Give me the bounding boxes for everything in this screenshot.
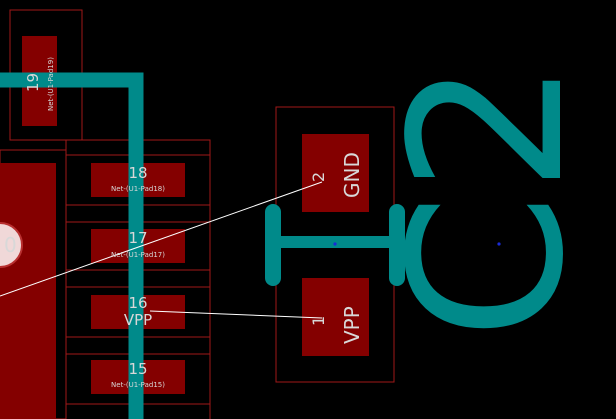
pad-17-number: 17 xyxy=(128,229,147,247)
pad-15-number: 15 xyxy=(128,360,147,378)
pad-big-left-hole xyxy=(0,222,23,268)
pad-16-net: VPP xyxy=(124,311,152,329)
c2-text-anchor xyxy=(497,242,501,246)
ratsnest-gnd xyxy=(0,181,323,297)
pad-15-net: Net-(U1-Pad15) xyxy=(111,381,165,389)
ratsnest xyxy=(0,181,323,319)
pad-17-net: Net-(U1-Pad17) xyxy=(111,251,165,259)
c2-anchor xyxy=(333,242,337,246)
pad-c2-1[interactable] xyxy=(302,278,369,356)
pad-labels: 19 Net-(U1-Pad19) 18 Net-(U1-Pad18) 17 N… xyxy=(4,57,364,389)
pad-19-number: 19 xyxy=(24,73,42,92)
pad-big-left-number: 0 xyxy=(4,233,17,257)
silkscreen-layer: C2 xyxy=(0,60,610,419)
c2-reference-text[interactable]: C2 xyxy=(365,60,610,340)
pad-c2-1-number: 1 xyxy=(309,316,328,326)
pad-c2-2-number: 2 xyxy=(309,172,328,182)
pad-18-net: Net-(U1-Pad18) xyxy=(111,185,165,193)
pad-19-net: Net-(U1-Pad19) xyxy=(47,57,55,111)
silk-outline-u1 xyxy=(0,72,144,419)
pad-big-left[interactable] xyxy=(0,163,56,419)
pad-18-number: 18 xyxy=(128,164,147,182)
pad-16-number: 16 xyxy=(128,294,147,312)
pad-c2-2-net: GND xyxy=(340,152,364,198)
pad-c2-2[interactable] xyxy=(302,134,369,212)
anchor-markers xyxy=(333,242,501,246)
ratsnest-vpp xyxy=(149,310,323,319)
pad-c2-1-net: VPP xyxy=(340,306,364,344)
